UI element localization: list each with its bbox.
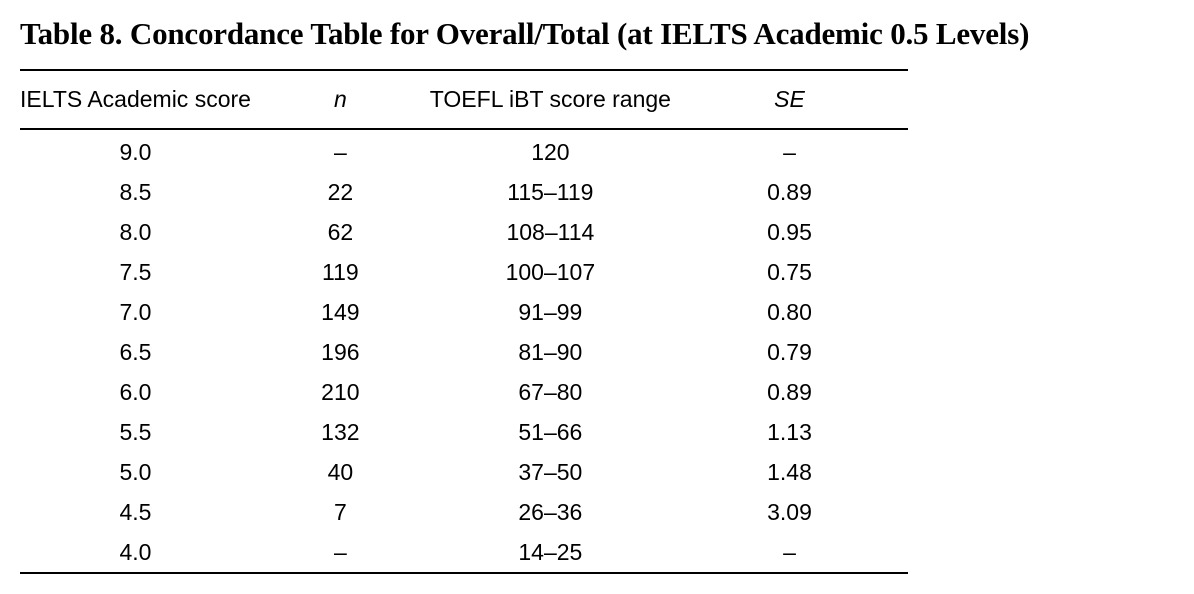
cell-se: 0.79	[767, 339, 812, 365]
table-row: 6.5 196 81–90 0.79	[20, 332, 908, 372]
cell-se: –	[783, 139, 796, 165]
table-row: 8.5 22 115–119 0.89	[20, 172, 908, 212]
header-row: IELTS Academic score n TOEFL iBT score r…	[20, 70, 908, 128]
cell-se: 1.13	[767, 419, 812, 445]
cell-toefl-range: 100–107	[505, 259, 596, 285]
table-row: 5.5 132 51–66 1.13	[20, 412, 908, 452]
header-rule	[20, 128, 908, 130]
cell-n: 119	[322, 259, 359, 285]
cell-ielts-score: 8.0	[119, 219, 152, 245]
cell-se: 3.09	[767, 499, 812, 525]
cell-ielts-score: 7.0	[119, 299, 152, 325]
cell-se: 0.75	[767, 259, 812, 285]
table-row: 9.0 – 120 –	[20, 128, 908, 172]
cell-n: –	[333, 539, 347, 565]
cell-n: 62	[327, 219, 354, 245]
cell-se: 0.89	[767, 379, 812, 405]
table-row: 8.0 62 108–114 0.95	[20, 212, 908, 252]
cell-se: 0.95	[767, 219, 812, 245]
cell-ielts-score: 9.0	[119, 139, 152, 165]
header-n: n	[333, 85, 347, 112]
cell-toefl-range: 120	[531, 139, 570, 165]
header-se: SE	[774, 85, 805, 112]
cell-n: –	[333, 139, 347, 165]
cell-n: 210	[321, 379, 360, 405]
cell-n: 40	[327, 459, 354, 485]
cell-n: 132	[321, 419, 360, 445]
cell-se: 0.80	[767, 299, 812, 325]
table-row: 7.5 119 100–107 0.75	[20, 252, 908, 292]
table-row: 6.0 210 67–80 0.89	[20, 372, 908, 412]
table-row: 4.0 – 14–25 –	[20, 532, 908, 572]
table-row: 4.5 7 26–36 3.09	[20, 492, 908, 532]
cell-toefl-range: 14–25	[518, 539, 583, 565]
cell-ielts-score: 4.5	[119, 499, 152, 525]
cell-toefl-range: 108–114	[506, 219, 595, 245]
cell-se: –	[783, 539, 796, 565]
table-caption: Table 8. Concordance Table for Overall/T…	[20, 16, 1030, 51]
cell-ielts-score: 4.0	[119, 539, 152, 565]
cell-toefl-range: 115–119	[507, 179, 594, 205]
cell-toefl-range: 26–36	[518, 499, 583, 525]
header-ielts-score: IELTS Academic score	[20, 85, 251, 112]
cell-ielts-score: 6.0	[119, 379, 152, 405]
cell-toefl-range: 67–80	[518, 379, 583, 405]
cell-n: 196	[321, 339, 360, 365]
cell-se: 1.48	[767, 459, 812, 485]
table-row: 7.0 149 91–99 0.80	[20, 292, 908, 332]
cell-toefl-range: 81–90	[518, 339, 583, 365]
top-rule	[20, 69, 908, 71]
table-row: 5.0 40 37–50 1.48	[20, 452, 908, 492]
cell-ielts-score: 5.5	[119, 419, 152, 445]
cell-ielts-score: 6.5	[119, 339, 152, 365]
cell-toefl-range: 51–66	[518, 419, 583, 445]
concordance-table: IELTS Academic score n TOEFL iBT score r…	[20, 70, 908, 572]
cell-n: 149	[321, 299, 360, 325]
cell-n: 7	[333, 499, 347, 525]
cell-toefl-range: 91–99	[518, 299, 583, 325]
header-toefl-range: TOEFL iBT score range	[429, 85, 671, 112]
cell-se: 0.89	[767, 179, 812, 205]
cell-ielts-score: 7.5	[119, 259, 152, 285]
bottom-rule	[20, 572, 908, 574]
cell-n: 22	[327, 179, 354, 205]
cell-ielts-score: 5.0	[119, 459, 152, 485]
cell-toefl-range: 37–50	[518, 459, 583, 485]
cell-ielts-score: 8.5	[119, 179, 152, 205]
